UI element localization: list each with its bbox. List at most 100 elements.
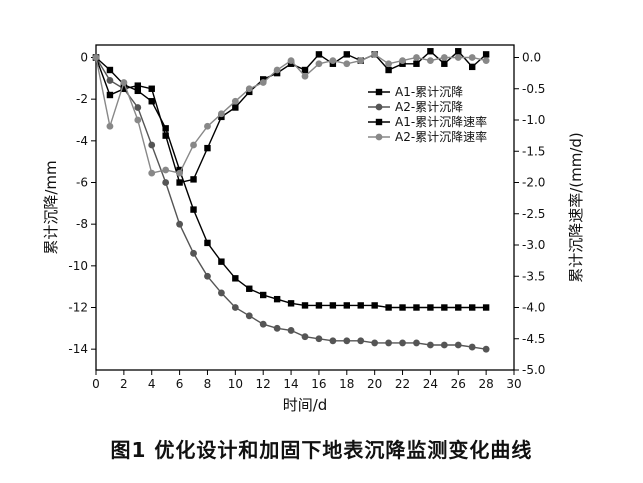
x-tick-label: 2: [120, 377, 128, 391]
data-point: [468, 54, 476, 61]
data-point: [399, 57, 406, 65]
data-point: [176, 169, 184, 177]
data-point: [273, 295, 281, 303]
data-point: [134, 104, 142, 111]
left-y-tick-label: -14: [68, 342, 88, 356]
legend-label: A1-累计沉降: [395, 85, 463, 99]
data-point: [329, 337, 337, 345]
settlement-chart: 0 2 4 6 8 10 12 14 16 18 20 22 24 26 28 300-2-4-6-8-10-…: [42, 44, 585, 414]
data-point: [287, 327, 295, 334]
left-y-tick-label: -10: [68, 259, 88, 273]
data-point: [218, 258, 225, 265]
legend-marker: [375, 103, 383, 111]
data-point: [371, 302, 378, 309]
right-y-tick-label: -4.0: [522, 301, 545, 315]
left-y-tick-label: 0: [80, 51, 88, 65]
data-point: [92, 54, 100, 61]
data-point: [357, 337, 365, 345]
data-point: [343, 337, 351, 345]
data-point: [176, 220, 184, 228]
data-point: [482, 57, 490, 65]
legend-label: A2-累计沉降速率: [395, 129, 487, 144]
data-point: [287, 300, 295, 307]
x-tick-label: 10: [228, 377, 243, 391]
legend-label: A2-累计沉降: [395, 100, 463, 114]
data-point: [468, 343, 476, 351]
right-y-tick-label: -4.5: [522, 332, 545, 346]
data-point: [218, 289, 225, 297]
data-point: [190, 206, 197, 213]
data-point: [315, 335, 323, 343]
right-y-tick-label: -5.0: [522, 363, 545, 377]
x-axis-title: 时间/d: [283, 396, 328, 414]
data-point: [148, 169, 156, 177]
data-point: [440, 54, 448, 61]
legend-marker: [375, 88, 383, 96]
data-point: [162, 166, 170, 174]
data-point: [106, 91, 114, 99]
right-y-tick-label: -1.0: [522, 113, 545, 127]
data-point: [455, 304, 462, 311]
data-point: [120, 85, 128, 92]
figure-caption: 图1 优化设计和加固下地表沉降监测变化曲线: [110, 438, 533, 462]
data-point: [357, 57, 365, 65]
right-y-tick-label: -1.5: [522, 144, 545, 158]
data-point: [357, 302, 364, 309]
data-point: [204, 122, 211, 130]
plot-frame: [95, 44, 515, 371]
data-point: [148, 85, 155, 92]
left-y-tick-label: -8: [76, 217, 88, 231]
data-point: [385, 60, 392, 68]
data-point: [315, 302, 323, 309]
x-tick-label: 6: [176, 377, 184, 391]
data-point: [441, 60, 448, 67]
data-point: [301, 66, 309, 74]
data-point: [315, 51, 323, 58]
left-y-tick-label: -6: [76, 176, 88, 190]
data-point: [260, 291, 267, 299]
left-y-axis-title: 累计沉降/mm: [42, 160, 60, 254]
data-point: [385, 304, 392, 311]
data-point: [120, 79, 128, 86]
data-point: [469, 304, 476, 311]
data-point: [162, 125, 169, 132]
left-y-tick-label: -2: [76, 92, 88, 106]
data-point: [371, 50, 379, 58]
data-point: [482, 51, 490, 58]
data-point: [482, 304, 490, 311]
data-point: [204, 144, 211, 152]
legend-label: A1-累计沉降速率: [395, 114, 487, 129]
data-point: [204, 239, 211, 247]
data-point: [245, 85, 253, 93]
data-point: [204, 272, 211, 280]
data-point: [440, 341, 448, 349]
x-tick-label: 4: [148, 377, 156, 391]
data-point: [259, 320, 267, 328]
data-point: [134, 87, 141, 95]
data-point: [273, 324, 281, 332]
data-point: [413, 304, 420, 311]
right-y-tick-label: -0.5: [522, 82, 545, 96]
data-point: [399, 339, 406, 347]
data-point: [454, 54, 462, 61]
data-point: [176, 179, 183, 186]
right-y-tick-label: -2.5: [522, 207, 545, 221]
right-y-tick-label: -3.5: [522, 269, 545, 283]
data-point: [329, 57, 337, 65]
x-tick-label: 24: [423, 377, 438, 391]
data-point: [162, 179, 170, 186]
x-tick-label: 26: [451, 377, 466, 391]
data-point: [287, 57, 295, 65]
data-point: [469, 63, 476, 71]
data-point: [413, 60, 420, 67]
x-tick-label: 28: [478, 377, 493, 391]
data-point: [231, 97, 239, 105]
data-point: [301, 333, 309, 341]
x-tick-label: 0: [92, 377, 100, 391]
x-tick-label: 12: [256, 377, 271, 391]
data-point: [301, 72, 309, 80]
data-point: [482, 345, 490, 353]
data-point: [315, 60, 323, 68]
data-point: [427, 304, 434, 311]
data-point: [343, 60, 351, 68]
